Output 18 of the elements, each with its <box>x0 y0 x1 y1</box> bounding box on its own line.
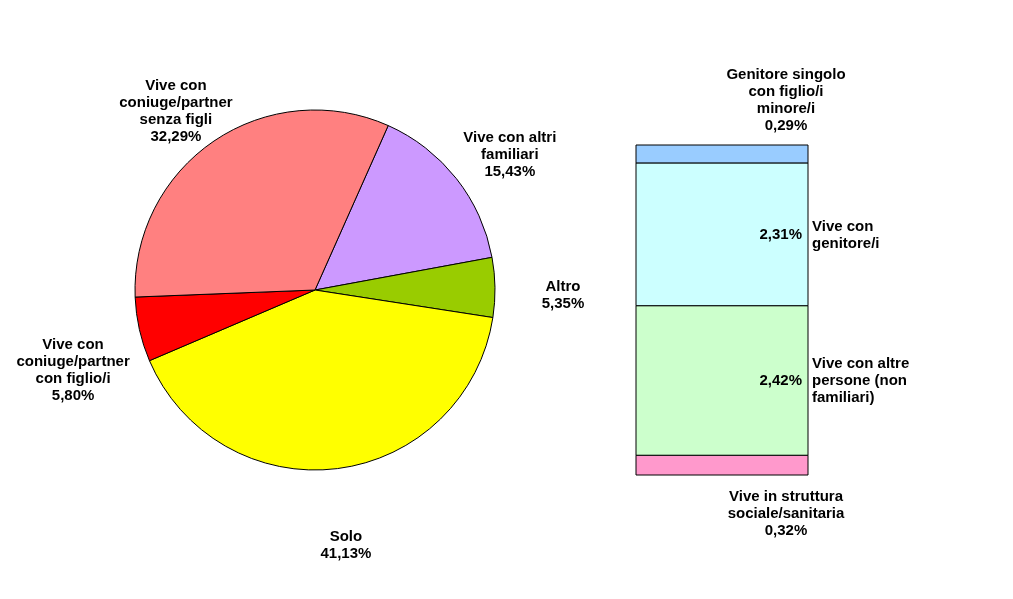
slice-label: Solo <box>329 527 363 545</box>
data-label: 15,43% <box>484 161 536 179</box>
slice-label: Vive con altri familiari <box>463 127 557 162</box>
data-label: 2,42% <box>759 371 802 389</box>
series-label: Vive in struttura sociale/sanitaria <box>727 487 846 521</box>
slice-label: Vive con coniuge/partner senza figli <box>119 75 233 127</box>
data-label: 5,80% <box>51 386 95 404</box>
series-label: Vive con genitore/i <box>812 216 880 251</box>
data-label: 0,32% <box>764 521 808 538</box>
slice-label: Altro <box>545 277 581 295</box>
data-label: 0,29% <box>764 116 808 133</box>
data-label: 5,35% <box>541 294 585 312</box>
series-label: Vive con altre persone (non familiari) <box>812 354 910 406</box>
series-label: Genitore singolo con figlio/i minore/i <box>726 65 846 116</box>
slice-label: Vive con coniuge/partner con figlio/i <box>16 335 130 387</box>
data-label: 41,13% <box>320 544 372 562</box>
data-label: 2,31% <box>759 225 802 243</box>
data-label: 32,29% <box>150 126 202 144</box>
